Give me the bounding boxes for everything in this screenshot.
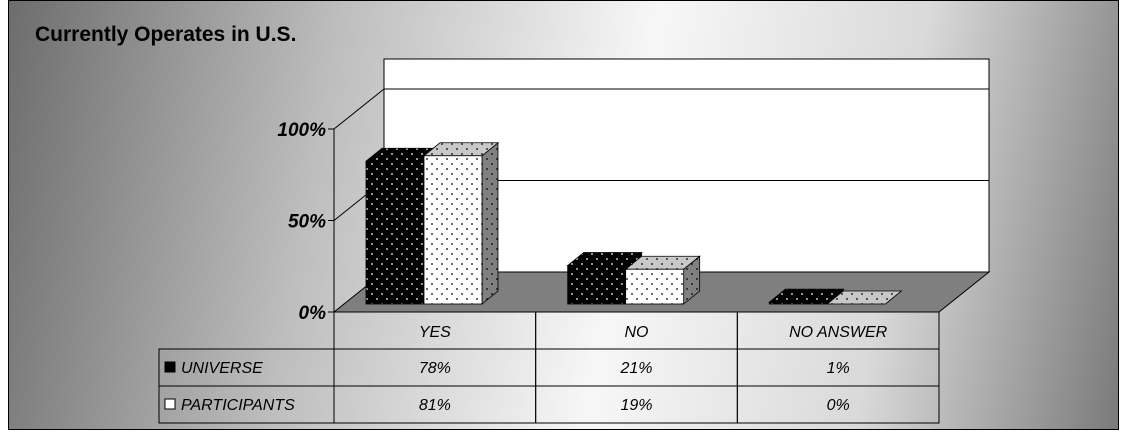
y-tick-label: 0% xyxy=(299,303,327,324)
legend-key xyxy=(164,398,176,410)
category-label: NO ANSWER xyxy=(789,324,888,341)
bar-front xyxy=(423,155,483,305)
gridline-side xyxy=(333,88,385,130)
data-label: 21% xyxy=(619,360,652,377)
data-label: 0% xyxy=(827,397,850,414)
bar-top xyxy=(826,290,903,305)
category-label: YES xyxy=(419,324,451,341)
legend-label: UNIVERSE xyxy=(181,360,263,377)
bar-participants-no xyxy=(624,255,701,305)
bar-front xyxy=(567,265,627,305)
bar-front xyxy=(625,268,685,305)
bar-front xyxy=(768,301,828,305)
chart-title: Currently Operates in U.S. xyxy=(35,23,297,46)
data-label: 1% xyxy=(827,360,850,377)
legend-key xyxy=(164,361,176,373)
data-label: 81% xyxy=(419,397,451,414)
category-label: NO xyxy=(625,324,649,341)
data-label: 78% xyxy=(419,360,451,377)
data-table: YES NO NO ANSWER UNIVERSE 78% 21% 1% PARTICIPAN… xyxy=(158,311,940,424)
bars xyxy=(364,141,903,305)
y-axis: 0% 50% 100% xyxy=(277,120,334,324)
legend-label: PARTICIPANTS xyxy=(181,397,295,414)
chart-frame: Currently Operates in U.S. xyxy=(8,0,1119,430)
bar-participants-yes xyxy=(422,141,500,305)
data-label: 19% xyxy=(620,397,652,414)
y-tick-label: 100% xyxy=(277,120,326,141)
chart-svg: 0% 50% 100% YES NO NO ANSWER UNIVERSE 78% 21% 1%… xyxy=(158,58,991,424)
y-tick-label: 50% xyxy=(288,212,326,233)
bar-front xyxy=(365,160,425,305)
bar-participants-no-answer xyxy=(826,290,903,305)
bar-side xyxy=(481,141,499,305)
table-cell xyxy=(736,385,940,424)
